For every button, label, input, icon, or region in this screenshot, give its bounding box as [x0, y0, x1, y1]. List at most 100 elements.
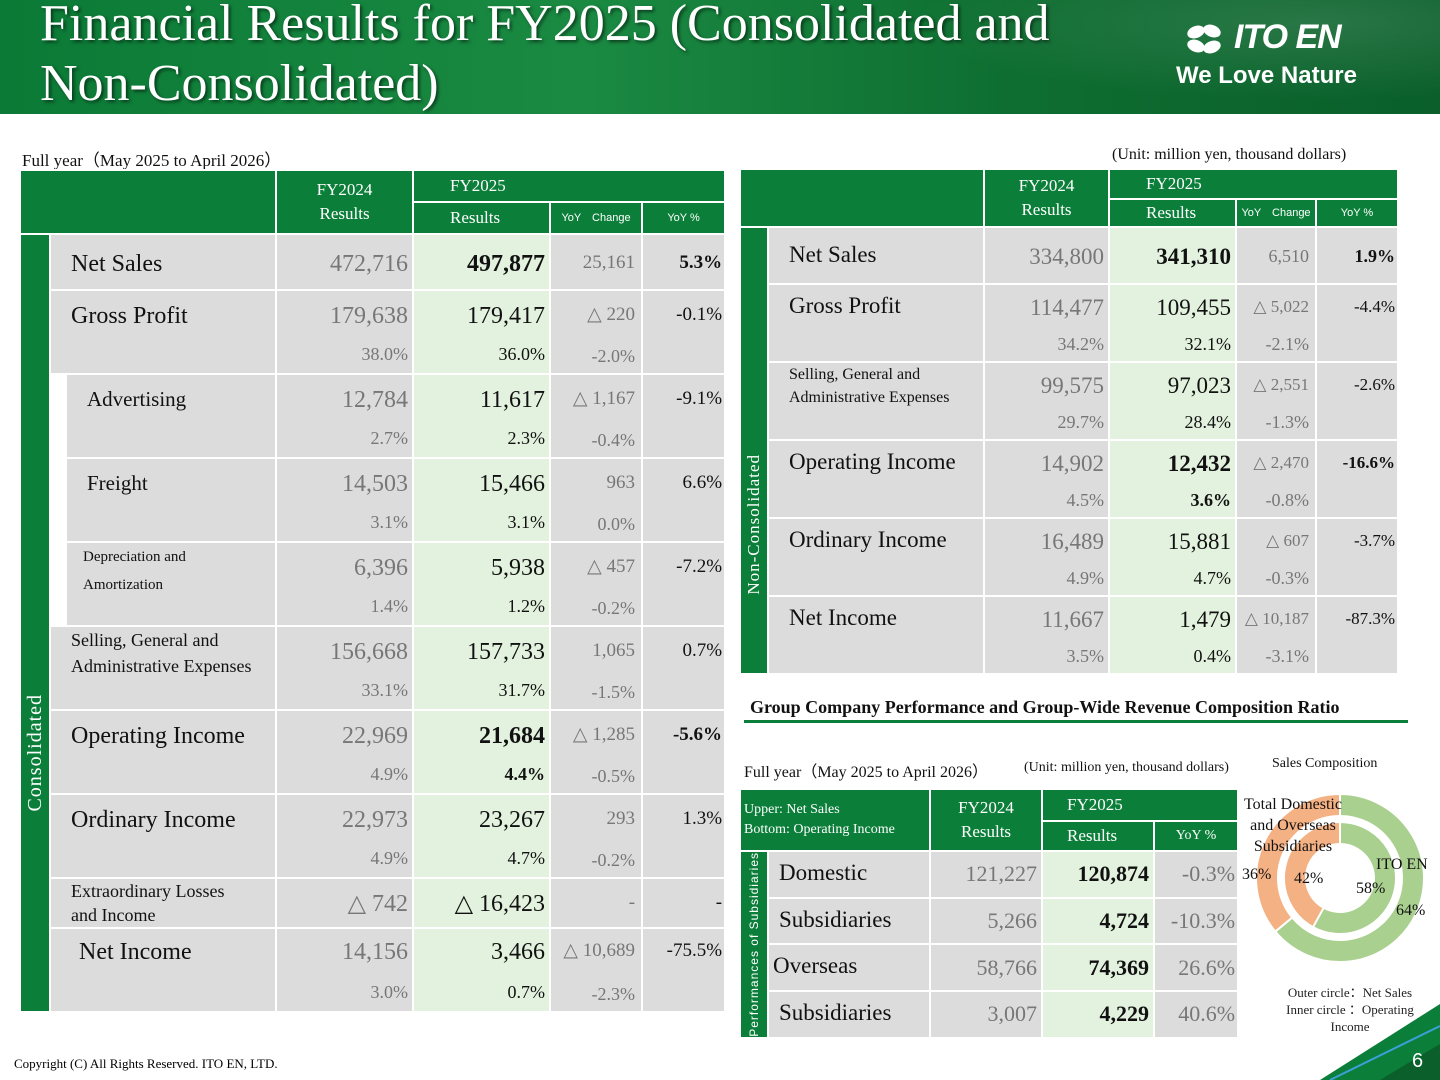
ratio-fy2025: 28.4%	[1184, 412, 1232, 432]
value-fy2025: 341,310	[1156, 244, 1231, 269]
value-fy2025: 179,417	[467, 303, 546, 329]
ratio-fy2024: 4.9%	[370, 764, 409, 784]
row-label-overseas: Overseas	[766, 943, 932, 993]
cell: 157,733 31.7%	[412, 625, 552, 711]
cell: 1.3%	[641, 793, 727, 879]
value-fy2025: 15,466	[479, 471, 546, 497]
group-header-fy2025: FY2025	[1041, 788, 1240, 822]
page-title: Financial Results for FY2025 (Consolidat…	[40, 0, 1150, 114]
ratio-fy2025: 1.2%	[507, 596, 546, 616]
inner-label-subsidiaries: 42%	[1294, 870, 1324, 887]
donut-svg	[1255, 792, 1425, 963]
label-line-1: Depreciation and	[83, 549, 186, 565]
row-label-gross-profit: Gross Profit	[48, 289, 278, 375]
cell: -3.7%	[1314, 517, 1400, 597]
legend-inner-cont: Income	[1330, 1019, 1370, 1034]
ratio-change: -2.0%	[591, 346, 636, 366]
cell: 179,638 38.0%	[275, 289, 415, 375]
logo-tagline: We Love Nature	[1176, 62, 1357, 89]
cell: 341,310	[1108, 226, 1237, 285]
category-label-ito-en: ITO EN	[1376, 856, 1428, 873]
cell: 114,477 34.2%	[983, 283, 1110, 363]
value-change: -	[628, 892, 636, 913]
cell: -5.6%	[641, 709, 727, 795]
cell: △ 457 -0.2%	[549, 541, 644, 627]
header-fy2024-year: FY2024	[958, 798, 1014, 817]
logo-name: ITO EN	[1234, 18, 1342, 56]
label-text: Gross Profit	[789, 293, 901, 318]
header-fy2024-year: FY2024	[1018, 176, 1075, 195]
legend-outer: Outer circle：Net Sales	[1287, 985, 1413, 1000]
value-fy2025: 12,432	[1167, 451, 1231, 476]
label-text: Net Income	[789, 605, 897, 630]
cell: 1,479 0.4%	[1108, 595, 1237, 675]
group-header-legend: Upper: Net Sales Bottom: Operating Incom…	[738, 788, 932, 852]
cell: 14,902 4.5%	[983, 439, 1110, 519]
value-change: △ 10,187	[1244, 609, 1309, 628]
cell: 120,874	[1041, 850, 1156, 899]
header-yoy-pct: YoY %	[1314, 198, 1400, 228]
legend-line-1: Upper: Net Sales	[744, 802, 840, 817]
ratio-fy2024: 4.9%	[370, 848, 409, 868]
value-change: △ 607	[1266, 531, 1309, 550]
value-pct: -87.3%	[1345, 609, 1396, 628]
cell: 121,227	[929, 850, 1044, 899]
row-label-freight: Freight	[64, 457, 278, 543]
header-fy2025: FY2025	[412, 169, 727, 203]
row-label-extraordinary: Extraordinary Losses and Income	[48, 877, 278, 929]
value-fy2024: 11,667	[1041, 607, 1104, 632]
ratio-fy2025: 36.0%	[498, 344, 546, 364]
value-fy2024: 114,477	[1030, 295, 1104, 320]
cell: 3,466 0.7%	[412, 927, 552, 1013]
value-fy2025: 497,877	[467, 251, 546, 277]
copyright: Copyright (C) All Rights Reserved. ITO E…	[14, 1056, 278, 1071]
row-label-operating-income: Operating Income	[48, 709, 278, 795]
value-pct: 1.3%	[682, 808, 723, 829]
cell: 6,396 1.4%	[275, 541, 415, 627]
row-label-net-sales: Net Sales	[767, 226, 985, 285]
cell: △ 1,167 -0.4%	[549, 373, 644, 459]
value-pct: -9.1%	[676, 388, 723, 409]
cell: -75.5%	[641, 927, 727, 1013]
header-fy2025-results: Results	[412, 201, 552, 235]
group-header-yoy-pct: YoY %	[1153, 820, 1240, 852]
label-text: Operating Income	[789, 449, 956, 474]
value-change: 293	[606, 808, 636, 829]
label-line-1: Total Domestic	[1244, 796, 1342, 813]
cell: 5,938 1.2%	[412, 541, 552, 627]
value-fy2024: 16,489	[1040, 529, 1104, 554]
cell: 15,466 3.1%	[412, 457, 552, 543]
chart-legend: Outer circle：Net Sales Inner circle ：Ope…	[1270, 984, 1430, 1035]
value-fy2025: 5,938	[491, 555, 546, 581]
cell: 179,417 36.0%	[412, 289, 552, 375]
row-label-overseas-subsidiaries: Subsidiaries	[766, 990, 932, 1039]
side-label-text: Performances of Subsidiaries	[747, 852, 761, 1037]
ratio-change: -2.3%	[591, 984, 636, 1004]
header-yoy-change: YoY Change	[1235, 198, 1317, 228]
value-pct: -16.6%	[1342, 453, 1396, 472]
group-section-title: Group Company Performance and Group-Wide…	[750, 697, 1340, 717]
title-line-2: Non-Consolidated)	[40, 55, 439, 112]
cell: 25,161	[549, 233, 644, 291]
header-fy2024-year: FY2024	[316, 180, 373, 199]
row-label-ordinary-income: Ordinary Income	[767, 517, 985, 597]
value-change: △ 220	[587, 304, 636, 325]
label-text: Gross Profit	[71, 303, 188, 329]
ratio-fy2025: 3.6%	[1190, 490, 1232, 510]
value-pct: 6.6%	[682, 472, 723, 493]
label-line-1: Extraordinary Losses	[71, 881, 225, 901]
cell: -	[641, 877, 727, 929]
ratio-fy2024: 2.7%	[370, 428, 409, 448]
ratio-change: -0.5%	[591, 766, 636, 786]
sales-composition-chart: Total Domestic and Overseas Subsidiaries…	[1240, 786, 1440, 972]
value-fy2024: 14,902	[1040, 451, 1104, 476]
ratio-change: -1.3%	[1265, 412, 1310, 432]
group-unit-caption: (Unit: million yen, thousand dollars)	[1024, 760, 1229, 775]
cell: 12,784 2.7%	[275, 373, 415, 459]
cell: 99,575 29.7%	[983, 361, 1110, 441]
category-label-subsidiaries: Total Domestic and Overseas Subsidiaries	[1244, 794, 1342, 857]
label-text: Ordinary Income	[789, 527, 947, 552]
value-fy2024: 179,638	[330, 303, 409, 329]
cell: 74,369	[1041, 943, 1156, 993]
value-change: 25,161	[582, 252, 636, 273]
